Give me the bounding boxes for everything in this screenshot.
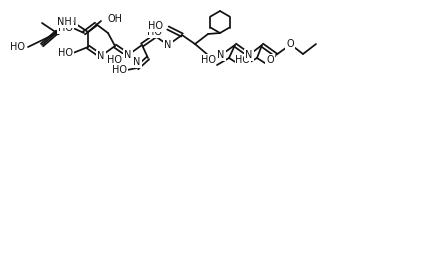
Text: N: N [69,17,77,27]
Text: O: O [266,55,274,65]
Text: N: N [245,50,253,60]
Text: HO: HO [201,55,215,65]
Text: O: O [286,39,294,49]
Text: HO: HO [10,42,25,52]
Text: HO: HO [148,21,163,31]
Text: N: N [165,40,172,50]
Text: HO: HO [58,23,73,33]
Text: HO: HO [235,55,251,65]
Text: N: N [124,50,132,60]
Text: HO: HO [58,48,73,58]
Text: NH: NH [57,17,72,27]
Text: HO: HO [108,55,123,65]
Text: N: N [133,57,141,67]
Text: HO: HO [112,65,127,75]
Text: N: N [218,50,225,60]
Text: HO: HO [148,27,162,37]
Text: N: N [98,51,105,61]
Text: OH: OH [107,14,122,24]
